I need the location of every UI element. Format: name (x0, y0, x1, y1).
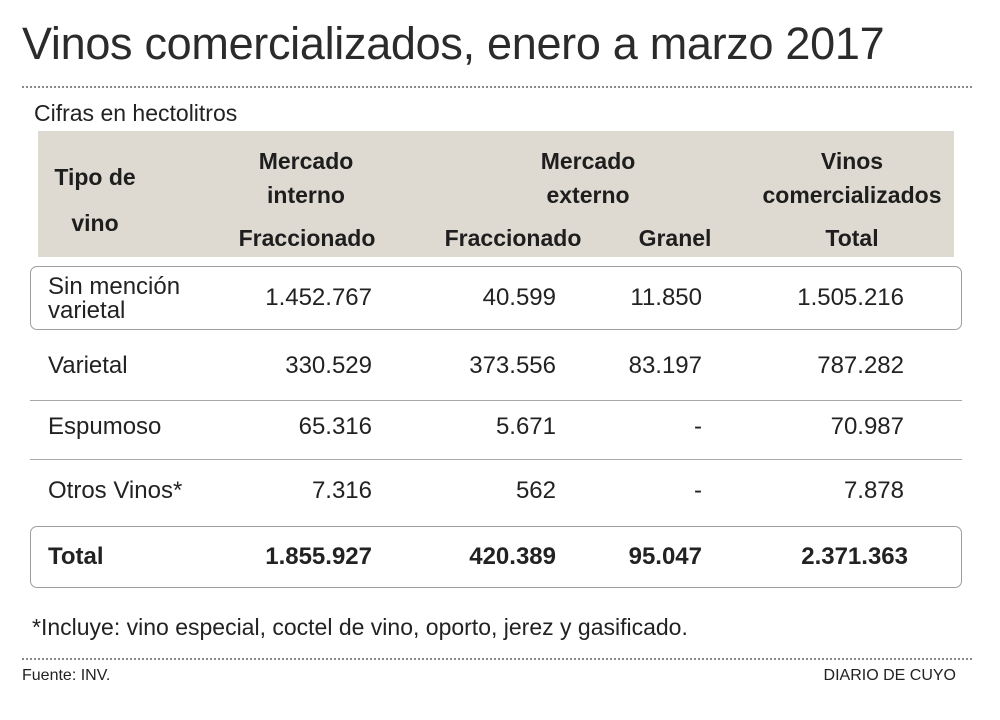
header-sub-total: Total (825, 225, 879, 251)
row-label: varietal (48, 297, 126, 324)
row-label: Otros Vinos* (48, 477, 183, 504)
total-value-externo-fracc: 420.389 (469, 543, 556, 570)
row-label: Sin mención (48, 273, 181, 300)
row-label: Varietal (48, 352, 128, 379)
total-label: Total (48, 543, 104, 570)
total-value-total: 2.371.363 (801, 543, 908, 570)
source-label: Fuente: INV. (22, 667, 111, 684)
total-value-interno: 1.855.927 (265, 543, 372, 570)
total-value-granel: 95.047 (628, 543, 702, 570)
dotted-divider-bottom (22, 658, 972, 660)
header-total-line2: comercializados (762, 182, 942, 208)
row-value-interno: 7.316 (311, 477, 372, 504)
row-box-first (30, 266, 962, 330)
header-total-line1: Vinos (820, 148, 884, 174)
header-interno-line1: Mercado (258, 148, 354, 174)
header-sub-fraccionado-interno: Fraccionado (238, 225, 376, 251)
row-value-granel: - (694, 477, 702, 504)
row-box-total (30, 526, 962, 588)
header-sub-fraccionado-externo: Fraccionado (444, 225, 582, 251)
chart-title: Vinos comercializados, enero a marzo 201… (22, 18, 885, 69)
dotted-divider-top (22, 86, 972, 88)
publisher-label: DIARIO DE CUYO (823, 667, 956, 684)
row-value-granel: 83.197 (628, 352, 702, 379)
row-value-externo-fracc: 562 (515, 477, 556, 504)
row-divider-2 (30, 459, 962, 460)
chart-subtitle: Cifras en hectolitros (34, 100, 238, 126)
row-value-interno: 65.316 (298, 413, 372, 440)
row-divider-1 (30, 400, 962, 401)
row-label: Espumoso (48, 413, 162, 440)
row-value-interno: 330.529 (285, 352, 372, 379)
header-tipo-line1: Tipo de (54, 164, 136, 190)
row-value-externo-fracc: 5.671 (495, 413, 556, 440)
header-sub-granel: Granel (638, 225, 712, 251)
row-value-externo-fracc: 40.599 (482, 284, 556, 311)
table-header-band (38, 131, 954, 257)
row-value-granel: 11.850 (630, 284, 702, 311)
row-value-granel: - (694, 413, 702, 440)
header-externo-line2: externo (546, 182, 630, 208)
row-value-total: 1.505.216 (797, 284, 904, 311)
row-value-total: 787.282 (817, 352, 904, 379)
header-externo-line1: Mercado (540, 148, 636, 174)
footnote: *Incluye: vino especial, coctel de vino,… (32, 614, 688, 640)
header-interno-line2: interno (267, 182, 345, 208)
row-value-externo-fracc: 373.556 (469, 352, 556, 379)
row-value-total: 70.987 (830, 413, 904, 440)
row-value-interno: 1.452.767 (265, 284, 372, 311)
row-value-total: 7.878 (843, 477, 904, 504)
header-tipo-line2: vino (71, 210, 119, 236)
